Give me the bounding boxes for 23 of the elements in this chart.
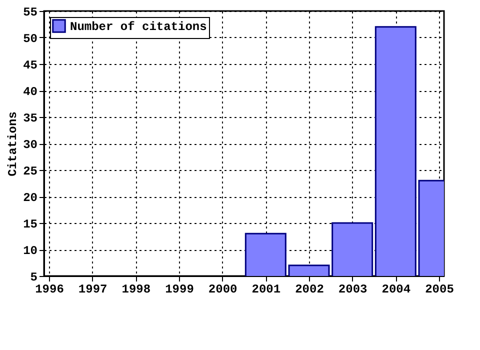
y-tick-label: 55 bbox=[23, 6, 38, 20]
y-tick-label: 20 bbox=[23, 191, 38, 205]
y-tick-label: 10 bbox=[23, 244, 38, 258]
x-tick-label: 2003 bbox=[338, 282, 368, 296]
x-tick-label: 2004 bbox=[382, 282, 411, 296]
x-tick-label: 1997 bbox=[78, 282, 108, 296]
x-tick-label: 1998 bbox=[122, 282, 151, 296]
y-tick-label: 30 bbox=[23, 138, 38, 152]
x-tick-label: 2000 bbox=[208, 282, 238, 296]
x-tick-label: 2002 bbox=[295, 282, 324, 296]
x-tick-label: 1999 bbox=[165, 282, 194, 296]
y-axis-title: Citations bbox=[6, 112, 20, 176]
y-tick-label: 25 bbox=[23, 164, 38, 178]
legend-label: Number of citations bbox=[70, 20, 207, 34]
y-tick-label: 35 bbox=[23, 112, 38, 126]
y-tick-label: 15 bbox=[23, 218, 38, 232]
y-tick-label: 5 bbox=[30, 270, 38, 284]
y-tick-label: 50 bbox=[23, 32, 38, 46]
y-tick-label: 40 bbox=[23, 85, 38, 99]
x-tick-label: 2005 bbox=[425, 282, 454, 296]
x-tick-label: 1996 bbox=[35, 282, 64, 296]
y-tick-label: 45 bbox=[23, 58, 38, 72]
x-tick-label: 2001 bbox=[252, 282, 281, 296]
